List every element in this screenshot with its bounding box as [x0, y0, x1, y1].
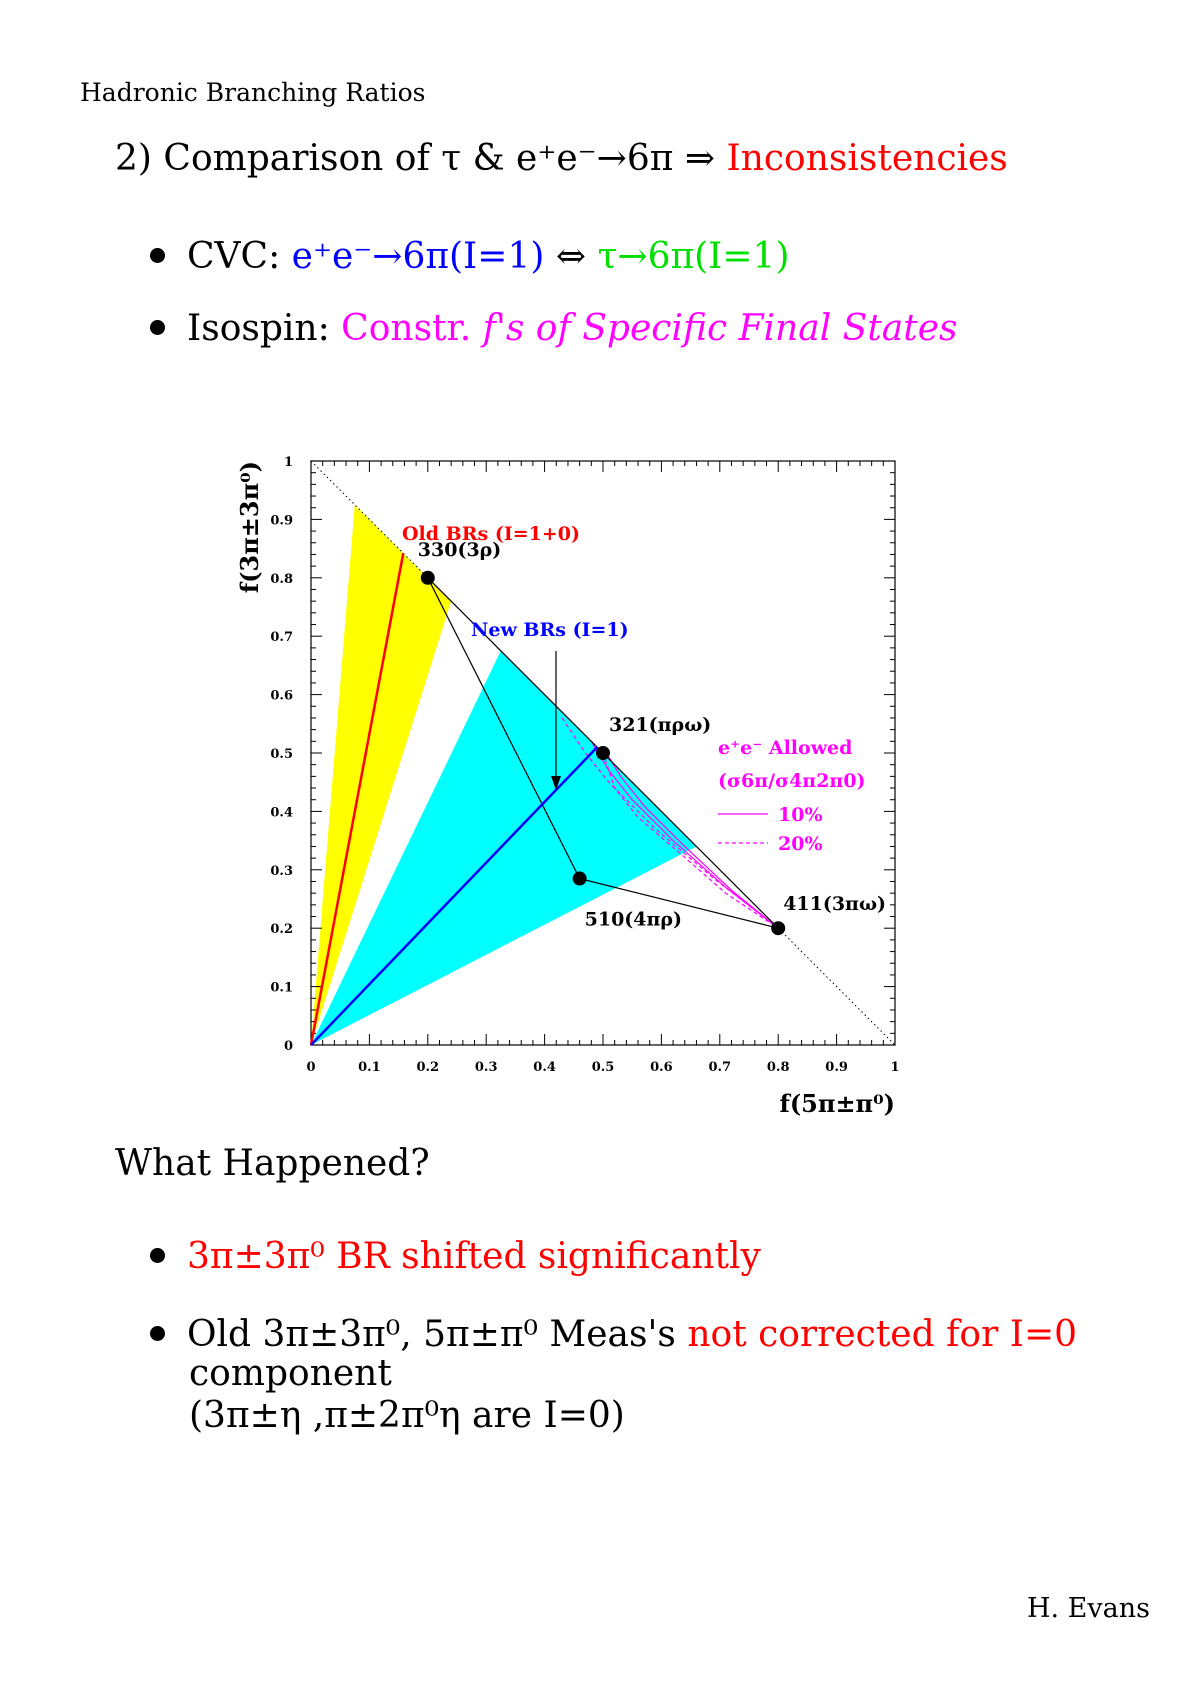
x-tick-label: 0.5	[592, 1060, 615, 1075]
ee-allowed-curve	[602, 752, 779, 929]
data-point	[420, 570, 435, 585]
bullet-dot	[150, 1247, 165, 1263]
section-heading: 2) Comparison of τ & e⁺e⁻→6π ⇒ Inconsist…	[115, 138, 1008, 179]
not-corrected-text: not corrected for I=0	[687, 1314, 1078, 1355]
cvc-tau-term: τ→6π(I=1)	[597, 236, 790, 277]
x-tick-label: 0.2	[416, 1060, 439, 1075]
ee-allowed-curve	[561, 717, 779, 929]
y-axis-title: f(3π±3π⁰)	[235, 461, 264, 593]
bullet-dot	[150, 319, 165, 335]
ee-allowed-curve	[602, 746, 779, 929]
component-text: component	[189, 1353, 392, 1394]
bullet-cvc: CVC: e⁺e⁻→6π(I=1) ⇔ τ→6π(I=1)	[150, 236, 790, 277]
legend-20-label: 20%	[778, 833, 823, 855]
bullet-label: CVC:	[187, 236, 281, 277]
x-tick-label: 0.7	[708, 1060, 731, 1075]
x-tick-label: 0	[306, 1060, 315, 1075]
x-tick-label: 0.9	[825, 1060, 848, 1075]
y-tick-label: 0.2	[270, 922, 293, 937]
point-label: 330(3ρ)	[418, 539, 502, 561]
ee-ratio-annotation: (σ6π/σ4π2π0)	[718, 770, 866, 792]
i0-note: (3π±η ,π±2π⁰η are I=0)	[189, 1395, 625, 1436]
isospin-f: f's of Specific Final States	[482, 308, 958, 349]
bullet-dot	[150, 1325, 165, 1341]
y-tick-label: 0.1	[270, 981, 293, 996]
new-br-annotation: New BRs (I=1)	[471, 619, 629, 641]
author: H. Evans	[1026, 1593, 1150, 1624]
y-tick-label: 0.6	[270, 689, 293, 704]
y-tick-label: 0.9	[270, 513, 293, 528]
point-label: 321(πρω)	[609, 714, 711, 736]
x-tick-label: 0.8	[767, 1060, 790, 1075]
y-tick-label: 0.5	[270, 747, 293, 762]
ee-allowed-annotation: e⁺e⁻ Allowed	[718, 737, 852, 759]
what-happened-heading: What Happened?	[115, 1143, 430, 1184]
page-header: Hadronic Branching Ratios	[80, 78, 426, 107]
y-tick-label: 0.8	[270, 572, 293, 587]
point-label: 411(3πω)	[783, 893, 886, 915]
bullet-shift: 3π±3π⁰ BR shifted significantly	[150, 1236, 761, 1277]
x-tick-label: 0.6	[650, 1060, 673, 1075]
old-br-band	[311, 504, 452, 1045]
x-tick-label: 0.3	[475, 1060, 498, 1075]
data-point	[572, 871, 587, 886]
new-br-line	[310, 746, 599, 1046]
bullet-label: Isospin:	[187, 308, 330, 349]
y-tick-label: 0	[284, 1039, 293, 1054]
y-tick-label: 0.3	[270, 864, 293, 879]
isospin-constr: Constr.	[341, 308, 472, 349]
equivalence-arrow: ⇔	[555, 236, 587, 277]
point-label: 510(4πρ)	[585, 909, 682, 931]
x-tick-label: 0.1	[358, 1060, 381, 1075]
fraction-chart: 0 0.1 0.2 0.3 0.4 0.5 0.6 0.7 0.8 0.9 1 0 0.1 0.2 0.3 0…	[235, 455, 900, 1118]
cvc-ee-term: e⁺e⁻→6π(I=1)	[291, 236, 545, 277]
y-tick-label: 0.4	[270, 805, 293, 820]
legend-10-label: 10%	[778, 804, 823, 826]
bullet-isospin: Isospin: Constr. f's of Specific Final S…	[150, 308, 958, 349]
bullet-dot	[150, 247, 165, 263]
data-point	[596, 746, 610, 760]
x-axis-title: f(5π±π⁰)	[780, 1089, 896, 1118]
old-br-annotation: Old BRs (I=1+0)	[402, 523, 580, 545]
new-br-arrow-head	[551, 776, 561, 790]
heading-number: 2)	[115, 138, 152, 179]
shift-text: 3π±3π⁰ BR shifted significantly	[187, 1236, 761, 1277]
old-meas-text: Old 3π±3π⁰, 5π±π⁰ Meas's	[187, 1314, 676, 1355]
x-tick-label: 0.4	[533, 1060, 556, 1075]
data-point	[771, 921, 786, 936]
old-br-line	[309, 553, 405, 1046]
x-tick-label: 1	[890, 1060, 899, 1075]
heading-highlight: Inconsistencies	[726, 138, 1008, 179]
y-tick-label: 0.7	[270, 630, 293, 645]
y-tick-label: 1	[284, 455, 293, 470]
heading-text: Comparison of τ & e⁺e⁻→6π ⇒	[163, 138, 716, 179]
bullet-old-meas: Old 3π±3π⁰, 5π±π⁰ Meas's not corrected f…	[150, 1314, 1077, 1355]
